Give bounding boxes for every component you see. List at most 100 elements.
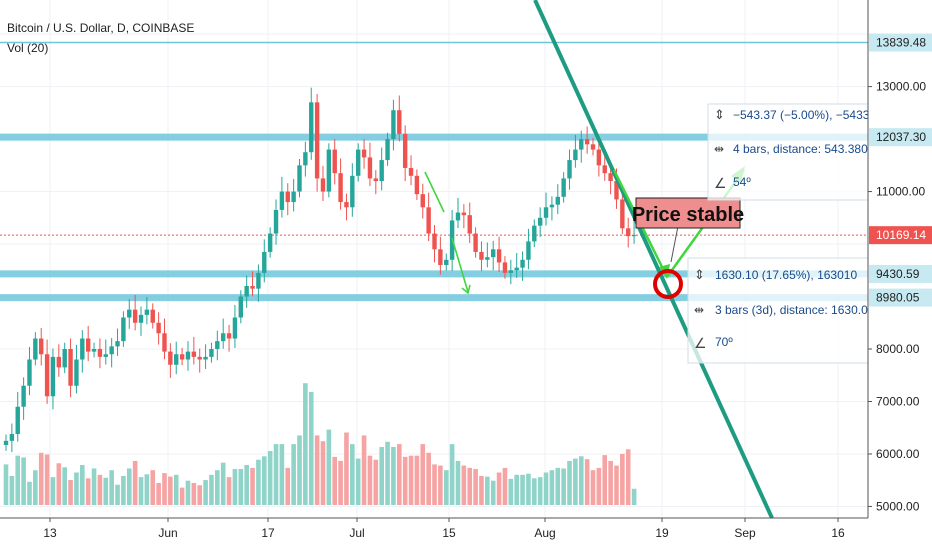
candle bbox=[103, 354, 108, 357]
candle bbox=[74, 359, 79, 386]
measure-bottom-line3: 70º bbox=[715, 335, 733, 349]
candle bbox=[485, 257, 490, 260]
volume-bar bbox=[33, 470, 38, 505]
candle bbox=[191, 351, 197, 357]
price-tick-label: 7000.00 bbox=[876, 394, 920, 408]
candle bbox=[549, 204, 555, 208]
current-price-label: 10169.14 bbox=[876, 228, 926, 242]
volume-bar bbox=[279, 444, 285, 505]
candle bbox=[220, 333, 226, 342]
candle bbox=[631, 235, 637, 237]
candle bbox=[514, 267, 519, 271]
candle bbox=[567, 160, 572, 179]
candle bbox=[397, 110, 402, 134]
time-tick-label: 19 bbox=[655, 526, 669, 540]
time-tick-label: Aug bbox=[534, 526, 555, 540]
candle bbox=[579, 139, 584, 150]
candle bbox=[138, 314, 144, 323]
candle bbox=[537, 217, 543, 226]
candle bbox=[614, 181, 619, 200]
volume-bar bbox=[485, 476, 490, 505]
volume-bar bbox=[361, 435, 367, 505]
price-level-label-bg bbox=[869, 33, 932, 52]
candle bbox=[215, 341, 220, 350]
downtrend-line[interactable] bbox=[533, 0, 774, 519]
candle bbox=[461, 212, 467, 216]
volume-bar bbox=[461, 465, 467, 505]
volume-bar bbox=[267, 451, 273, 505]
volume-bar bbox=[285, 467, 291, 505]
volume-bar bbox=[68, 480, 73, 505]
price-stable-callout[interactable]: Price stable bbox=[632, 197, 744, 263]
volume-bar bbox=[273, 444, 279, 505]
candle bbox=[68, 349, 73, 386]
candle bbox=[273, 209, 279, 234]
candle bbox=[39, 338, 44, 355]
volume-bar bbox=[156, 482, 161, 505]
volume-bar bbox=[326, 429, 332, 505]
candle bbox=[561, 178, 566, 197]
candle bbox=[420, 194, 425, 208]
candle bbox=[267, 233, 273, 252]
volume-bar bbox=[185, 480, 191, 505]
candle bbox=[80, 338, 85, 360]
candle bbox=[502, 262, 508, 273]
measure-box-bottom[interactable]: ⇕ 1630.10 (17.65%), 163010 ⇹ 3 bars (3d)… bbox=[687, 257, 885, 364]
price-axis[interactable]: 5000.00 6000.00 7000.00 8000.00 11000.00 1300… bbox=[867, 0, 932, 550]
time-axis[interactable]: 13 Jun 17 Jul 15 Aug 19 Sep 16 bbox=[0, 517, 868, 550]
volume-bar bbox=[62, 467, 67, 505]
volume-bar bbox=[162, 473, 167, 505]
candle bbox=[379, 160, 384, 182]
candle bbox=[9, 434, 15, 441]
candle bbox=[156, 322, 161, 334]
volume-bar bbox=[373, 459, 379, 505]
volume-bar bbox=[573, 458, 578, 505]
volume-bar bbox=[332, 456, 338, 505]
measure-bottom-line1: 1630.10 (17.65%), 163010 bbox=[715, 268, 857, 282]
candles bbox=[3, 87, 637, 453]
candle bbox=[109, 346, 114, 355]
volume-bar bbox=[385, 441, 390, 505]
candle bbox=[132, 309, 138, 323]
price-level-label-bg bbox=[869, 288, 932, 307]
candle bbox=[444, 259, 449, 266]
candle bbox=[27, 359, 32, 386]
time-tick-label: 17 bbox=[261, 526, 275, 540]
volume-bar bbox=[402, 456, 408, 505]
candle bbox=[584, 139, 590, 145]
candle bbox=[144, 309, 150, 315]
volume-bar bbox=[467, 467, 473, 505]
candle bbox=[385, 139, 390, 161]
green-arrow-down-small[interactable] bbox=[424, 171, 471, 295]
volume-bar bbox=[543, 472, 549, 505]
volume-bars bbox=[3, 383, 637, 505]
volume-bar bbox=[179, 487, 185, 505]
volume-bar bbox=[614, 465, 619, 505]
volume-bar bbox=[526, 473, 531, 505]
candle bbox=[303, 152, 308, 166]
volume-bar bbox=[631, 488, 637, 505]
volume-bar bbox=[532, 478, 537, 505]
volume-bar bbox=[191, 482, 197, 505]
volume-bar bbox=[426, 452, 431, 505]
candle bbox=[367, 157, 373, 179]
volume-bar bbox=[50, 477, 56, 505]
price-tick-label: 5000.00 bbox=[876, 499, 920, 513]
candle bbox=[21, 385, 26, 407]
callout-text: Price stable bbox=[632, 204, 744, 226]
candle bbox=[414, 175, 420, 195]
candle bbox=[97, 349, 103, 357]
ruler-icon: ⇕ bbox=[694, 268, 705, 283]
candle bbox=[350, 175, 355, 208]
candle bbox=[250, 286, 255, 289]
measure-box-top[interactable]: ⇕ −543.37 (−5.00%), −54337 ⇹ 4 bars, dis… bbox=[707, 103, 876, 201]
price-level-label: 12037.30 bbox=[876, 130, 926, 144]
candle bbox=[127, 309, 132, 318]
volume-bar bbox=[115, 484, 120, 505]
volume-bar bbox=[520, 474, 525, 505]
volume-bar bbox=[608, 460, 613, 505]
red-circle-marker[interactable] bbox=[653, 269, 683, 299]
candle bbox=[309, 102, 314, 153]
